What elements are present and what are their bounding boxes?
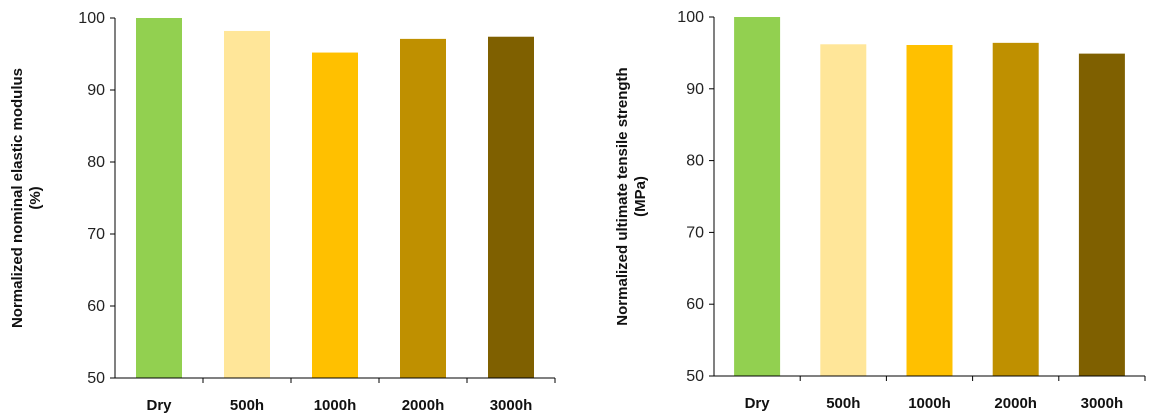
bar-3000h: [1078, 53, 1125, 376]
y-tick-label: 90: [87, 82, 105, 99]
chart-left-svg: 50 60 70 80 90 100 Dry 500h 1000h 2000h 3000h Norma…: [9, 10, 556, 414]
x-category-label: 2000h: [402, 397, 445, 414]
x-category-label: 3000h: [1081, 395, 1124, 412]
y-tick-label: 50: [686, 368, 704, 385]
bar-500h: [224, 30, 270, 379]
y-tick-label: 80: [686, 153, 704, 170]
x-category-label: 1000h: [314, 397, 357, 414]
chart-right-svg: 50 60 70 80 90 100 Dry 500h 1000h 2000h 3000h Norma…: [614, 9, 1146, 412]
y-tick-label: 70: [686, 224, 704, 241]
y-axis-title: (MPa): [632, 176, 649, 217]
y-tick-label: 50: [87, 370, 105, 387]
x-category-label: 1000h: [908, 395, 951, 412]
bar-1000h: [906, 45, 953, 376]
bar-1000h: [312, 52, 358, 379]
x-category-label: 3000h: [490, 397, 533, 414]
y-tick-label: 90: [686, 81, 704, 98]
y-tick-label: 80: [87, 154, 105, 171]
y-tick-label: 100: [78, 10, 105, 27]
x-category-label: Dry: [146, 397, 172, 414]
x-category-label: Dry: [745, 395, 771, 412]
y-axis-title: Normalized nominal elastic modulus: [9, 68, 26, 328]
y-tick-label: 70: [87, 226, 105, 243]
chart-left: 50 60 70 80 90 100 Dry 500h 1000h 2000h 3000h Norma…: [9, 10, 556, 414]
x-category-label: 2000h: [994, 395, 1037, 412]
y-tick-label: 60: [686, 296, 704, 313]
x-category-label: 500h: [826, 395, 860, 412]
y-axis-title: Normalized ultimate tensile strength: [614, 67, 631, 325]
x-category-label: 500h: [230, 397, 264, 414]
bar-dry: [734, 17, 781, 376]
y-tick-label: 100: [677, 9, 704, 26]
bar-dry: [136, 18, 182, 378]
bar-2000h: [992, 42, 1039, 377]
y-tick-label: 60: [87, 298, 105, 315]
chart-right: 50 60 70 80 90 100 Dry 500h 1000h 2000h 3000h Norma…: [600, 0, 1150, 417]
y-axis-title: (%): [27, 186, 44, 209]
bar-500h: [820, 44, 867, 377]
bar-2000h: [400, 38, 446, 378]
bar-3000h: [488, 36, 534, 378]
